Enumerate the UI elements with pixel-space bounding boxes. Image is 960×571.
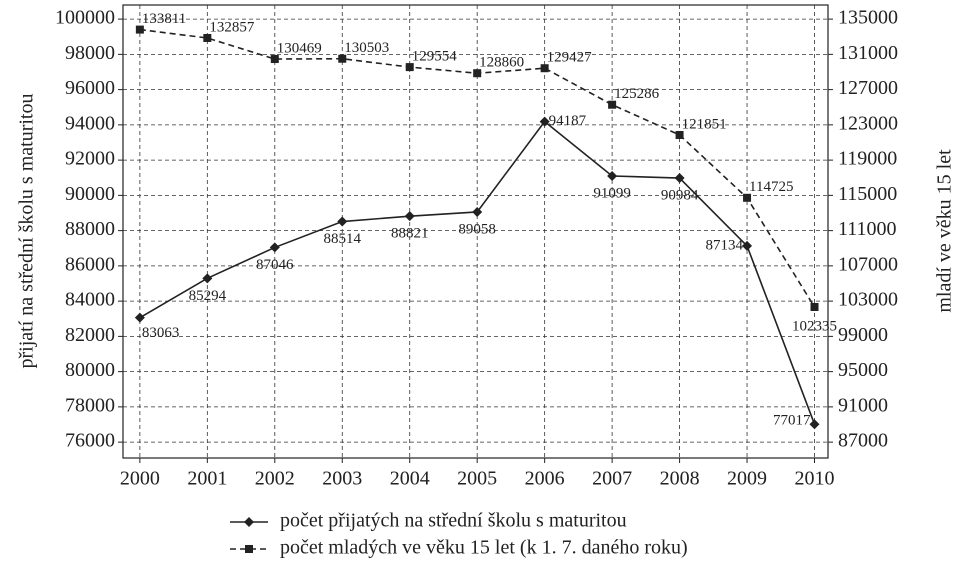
y2-tick-label: 115000 <box>838 183 897 205</box>
data-label: 132857 <box>209 19 255 35</box>
point <box>674 173 685 184</box>
x-tick-label: 2007 <box>592 468 632 490</box>
y2-tick-label: 123000 <box>838 112 898 134</box>
x-tick-label: 2005 <box>457 468 497 490</box>
data-label: 128860 <box>479 55 524 71</box>
data-label: 129554 <box>412 49 458 65</box>
data-label: 87046 <box>256 257 294 273</box>
y-tick-label: 78000 <box>65 394 115 416</box>
y2-tick-label: 107000 <box>838 253 898 275</box>
data-label: 85294 <box>189 288 227 304</box>
data-label: 91099 <box>593 185 631 201</box>
y-tick-label: 94000 <box>65 112 115 134</box>
x-tick-label: 2002 <box>255 468 295 490</box>
y-tick-label: 90000 <box>65 183 115 205</box>
point <box>473 69 482 78</box>
y-tick-label: 88000 <box>65 218 115 240</box>
data-label: 102335 <box>792 318 837 334</box>
plot-frame <box>122 4 829 459</box>
x-tick-label: 2009 <box>727 468 767 490</box>
point <box>405 63 414 72</box>
point <box>540 64 549 73</box>
point <box>607 170 618 181</box>
data-label: 88514 <box>324 231 362 247</box>
point <box>810 302 819 311</box>
data-label: 88821 <box>391 226 429 242</box>
point <box>338 54 347 63</box>
y2-tick-label: 91000 <box>838 394 888 416</box>
x-tick-label: 2004 <box>390 468 430 490</box>
x-tick-label: 2008 <box>660 468 700 490</box>
data-label: 90984 <box>661 187 699 203</box>
legend-label: počet mladých ve věku 15 let (k 1. 7. da… <box>280 537 688 559</box>
x-tick-label: 2006 <box>525 468 565 490</box>
data-label: 125286 <box>614 86 660 102</box>
legend-marker <box>244 517 254 527</box>
y-tick-label: 86000 <box>65 253 115 275</box>
point <box>203 33 212 42</box>
data-label: 83063 <box>142 325 180 341</box>
data-label: 121851 <box>682 116 727 132</box>
x-tick-label: 2003 <box>322 468 362 490</box>
y2-tick-label: 135000 <box>838 7 898 29</box>
x-tick-label: 2010 <box>795 468 835 490</box>
y2-tick-label: 131000 <box>838 42 898 64</box>
point <box>743 193 752 202</box>
data-label: 129427 <box>547 50 593 66</box>
point <box>134 312 145 323</box>
data-label: 133811 <box>142 11 186 27</box>
point <box>608 100 617 109</box>
data-label: 130503 <box>344 40 389 56</box>
y-tick-label: 96000 <box>65 77 115 99</box>
y2-tick-label: 87000 <box>838 430 888 452</box>
y-tick-label: 80000 <box>65 359 115 381</box>
y-tick-label: 82000 <box>65 324 115 346</box>
y-tick-label: 76000 <box>65 430 115 452</box>
data-label: 87134 <box>706 237 744 253</box>
y-tick-label: 98000 <box>65 42 115 64</box>
y2-tick-label: 99000 <box>838 324 888 346</box>
point <box>202 273 213 284</box>
point <box>404 211 415 222</box>
point <box>539 116 550 127</box>
x-tick-label: 2001 <box>187 468 227 490</box>
data-label: 114725 <box>749 179 793 195</box>
y2-tick-label: 111000 <box>838 218 897 240</box>
point <box>135 25 144 34</box>
point <box>270 55 279 64</box>
data-label: 94187 <box>549 113 587 129</box>
point <box>742 240 753 251</box>
y-tick-label: 84000 <box>65 289 115 311</box>
y-axis-label: přijatí na střední školu s maturitou <box>16 94 38 369</box>
y2-tick-label: 127000 <box>838 77 898 99</box>
legend-marker <box>245 545 253 553</box>
point <box>337 216 348 227</box>
point <box>809 419 820 430</box>
point <box>472 206 483 217</box>
y2-tick-label: 95000 <box>838 359 888 381</box>
legend-label: počet přijatých na střední školu s matur… <box>280 510 627 532</box>
point <box>675 130 684 139</box>
data-label: 130469 <box>277 40 322 56</box>
y2-tick-label: 119000 <box>838 148 897 170</box>
x-tick-label: 2000 <box>120 468 160 490</box>
data-label: 77017 <box>773 413 811 429</box>
point <box>269 242 280 253</box>
y2-tick-label: 103000 <box>838 289 898 311</box>
data-label: 89058 <box>458 221 496 237</box>
y2-axis-label: mladí ve věku 15 let <box>934 149 956 313</box>
y-tick-label: 92000 <box>65 148 115 170</box>
y-tick-label: 100000 <box>55 7 115 29</box>
